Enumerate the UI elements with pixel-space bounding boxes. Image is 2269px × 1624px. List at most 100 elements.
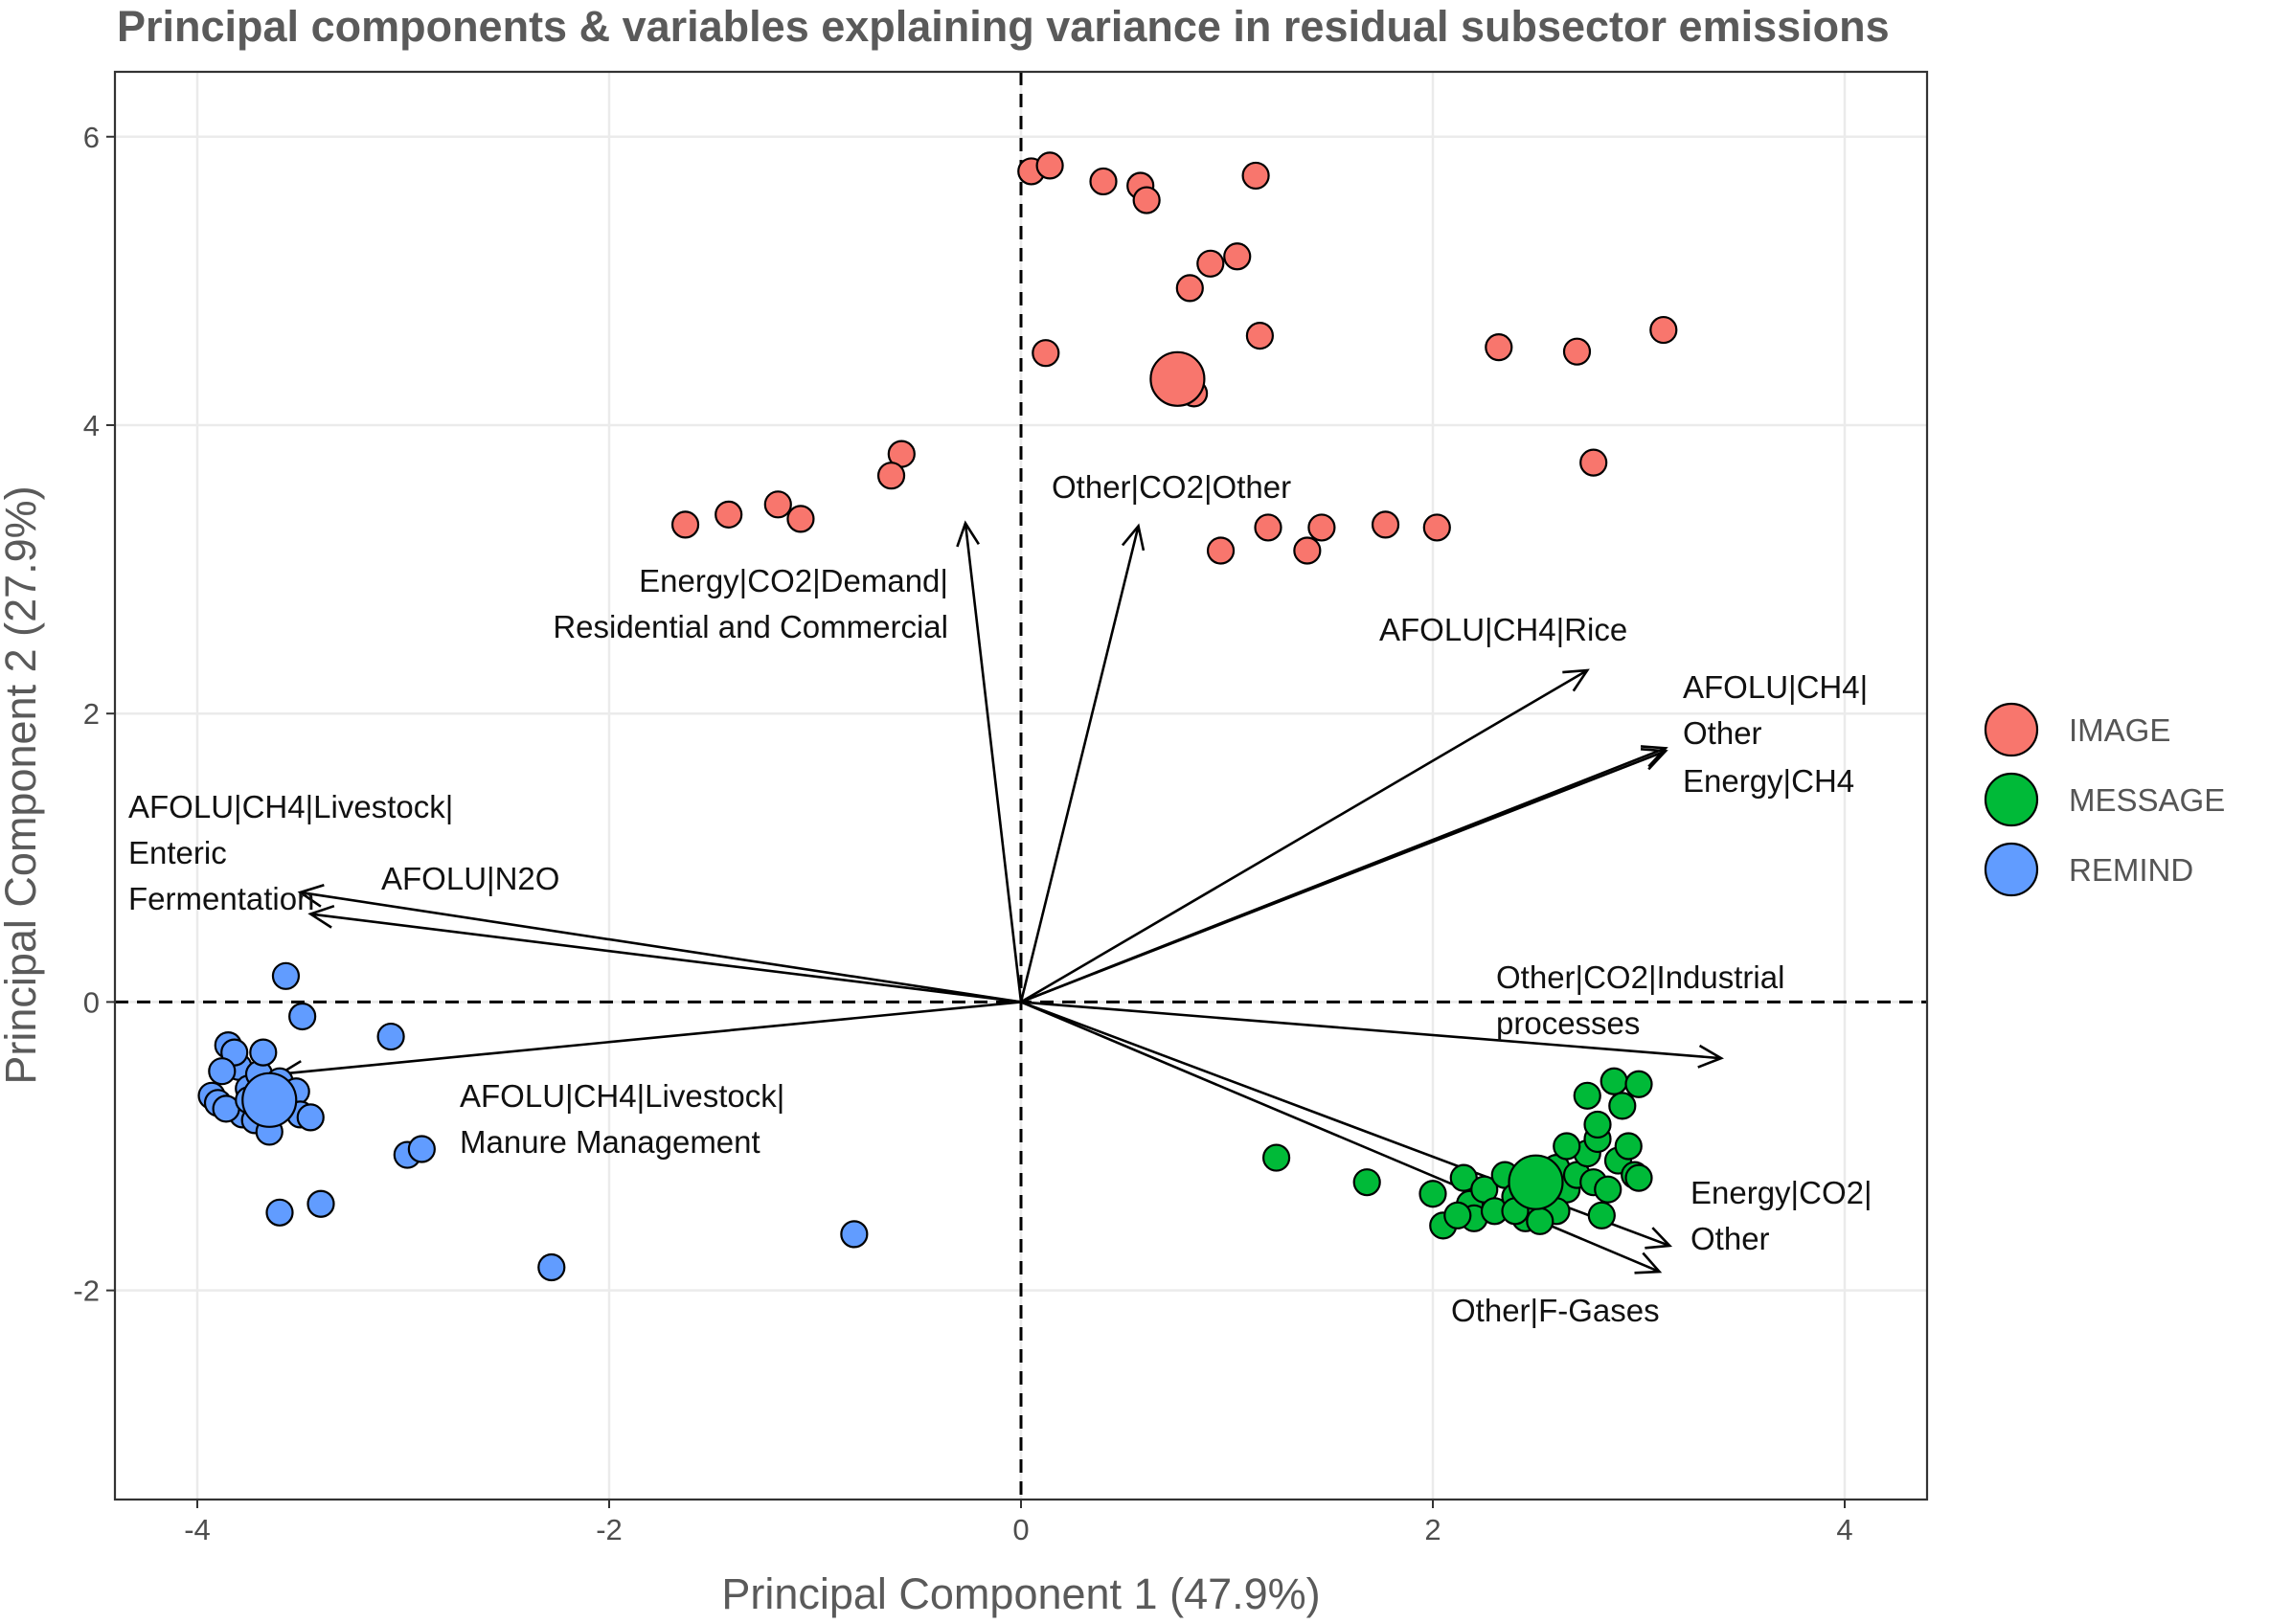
image-point <box>1422 513 1451 542</box>
message-point <box>1553 1132 1581 1161</box>
vector-label: Residential and Commercial <box>553 609 948 644</box>
vector-label: Energy|CH4 <box>1683 763 1854 799</box>
image-point <box>1485 333 1513 362</box>
image-point <box>1032 339 1060 368</box>
data-points <box>197 151 1678 1282</box>
loading-vector-line <box>1020 1001 1661 1274</box>
remind-point <box>288 1002 317 1031</box>
remind-point <box>840 1220 869 1249</box>
y-tick-label: 6 <box>83 121 100 154</box>
image-point <box>786 505 815 533</box>
image-point <box>1649 315 1678 345</box>
loading-vector-arrowhead <box>307 904 335 929</box>
loading-vector-line <box>300 891 1022 1004</box>
vector-label: Energy|CO2| <box>1690 1175 1872 1210</box>
image-point <box>1206 536 1236 565</box>
y-tick-label: 4 <box>83 409 100 442</box>
x-tick-label: -2 <box>596 1513 623 1546</box>
remind-point <box>376 1022 405 1051</box>
remind-point <box>407 1135 436 1163</box>
vector-label: AFOLU|CH4|Livestock| <box>460 1078 784 1114</box>
legend-key-remind <box>1984 842 2039 897</box>
message-point <box>1600 1067 1628 1095</box>
legend-label-message: MESSAGE <box>2069 782 2225 818</box>
remind-point <box>271 961 301 990</box>
message-point <box>1418 1180 1447 1208</box>
remind-point <box>306 1189 335 1218</box>
legend-key-message <box>1984 772 2039 827</box>
loading-vector-line <box>1020 668 1588 1004</box>
vector-label: Other|CO2|Other <box>1052 469 1291 505</box>
y-tick-label: 0 <box>83 985 100 1019</box>
image-point <box>1254 513 1282 542</box>
image-centroid <box>1149 350 1206 407</box>
loading-vector-line <box>310 913 1022 1004</box>
loading-vector-arrowhead <box>1640 745 1668 768</box>
vector-label: AFOLU|CH4| <box>1683 669 1868 705</box>
image-point <box>1293 536 1322 565</box>
message-point <box>1583 1110 1612 1139</box>
loading-vector-arrowhead <box>1562 668 1590 692</box>
vector-label: Other|F-Gases <box>1451 1293 1660 1328</box>
image-point <box>670 510 700 539</box>
legend: IMAGE MESSAGE REMIND <box>1984 702 2225 897</box>
remind-centroid <box>241 1071 298 1128</box>
remind-point <box>296 1103 325 1132</box>
message-point <box>1587 1201 1616 1229</box>
loading-vector-arrowhead <box>1640 748 1668 771</box>
loading-vector-arrowhead <box>1645 1227 1673 1250</box>
remind-point <box>537 1252 566 1282</box>
image-point <box>1245 322 1275 350</box>
image-point <box>1223 242 1252 271</box>
image-point <box>715 500 743 529</box>
vector-label: AFOLU|CH4|Rice <box>1379 612 1627 647</box>
image-point <box>1307 513 1336 542</box>
message-point <box>1573 1081 1601 1110</box>
y-tick-label: -2 <box>73 1274 100 1308</box>
message-point <box>1624 1070 1653 1098</box>
message-point <box>1261 1143 1291 1172</box>
loading-vector-arrowhead <box>297 884 325 908</box>
loading-vector-line <box>964 523 1023 1003</box>
image-point <box>763 490 792 519</box>
axis-ticks: -4 -2 0 2 4 -2 0 2 4 6 <box>73 121 1852 1546</box>
vector-label: Energy|CO2|Demand| <box>639 563 948 598</box>
image-point <box>1035 151 1064 180</box>
loading-vector-arrowhead <box>1121 523 1146 552</box>
x-axis-title: Principal Component 1 (47.9%) <box>721 1569 1320 1618</box>
image-point <box>1562 337 1592 366</box>
message-point <box>1608 1092 1637 1120</box>
loading-vector-arrowhead <box>1634 1252 1663 1274</box>
image-point <box>1132 186 1161 214</box>
x-tick-label: 2 <box>1424 1513 1441 1546</box>
vector-label: Other <box>1683 715 1762 751</box>
message-point <box>1614 1132 1643 1161</box>
x-tick-label: -4 <box>184 1513 211 1546</box>
message-point <box>1624 1163 1653 1192</box>
vector-label: AFOLU|N2O <box>381 861 559 896</box>
image-point <box>1579 448 1608 477</box>
message-point <box>1526 1207 1554 1235</box>
message-point <box>1594 1175 1622 1204</box>
message-point <box>1352 1168 1381 1197</box>
y-tick-label: 2 <box>83 697 100 731</box>
image-point <box>1175 274 1204 303</box>
loading-vector-arrowhead <box>956 520 980 548</box>
loading-vector-arrowhead <box>1697 1044 1724 1069</box>
x-tick-label: 4 <box>1836 1513 1852 1546</box>
vector-label: Other <box>1690 1221 1770 1256</box>
y-axis-title: Principal Component 2 (27.9%) <box>0 485 45 1084</box>
vector-label: AFOLU|CH4|Livestock| <box>128 789 453 824</box>
legend-key-image <box>1984 702 2039 757</box>
legend-label-remind: REMIND <box>2069 852 2193 888</box>
loading-vector-line <box>1020 747 1667 1004</box>
remind-point <box>208 1057 237 1086</box>
image-point <box>1089 167 1118 196</box>
remind-point <box>249 1038 278 1067</box>
loading-vector-line <box>1020 1001 1722 1060</box>
remind-point <box>265 1198 294 1227</box>
vector-label: processes <box>1496 1005 1640 1041</box>
x-tick-label: 0 <box>1012 1513 1029 1546</box>
vector-label: Enteric <box>128 835 227 870</box>
vector-labels: AFOLU|CH4|Livestock| Enteric Fermentation A… <box>128 469 1872 1328</box>
